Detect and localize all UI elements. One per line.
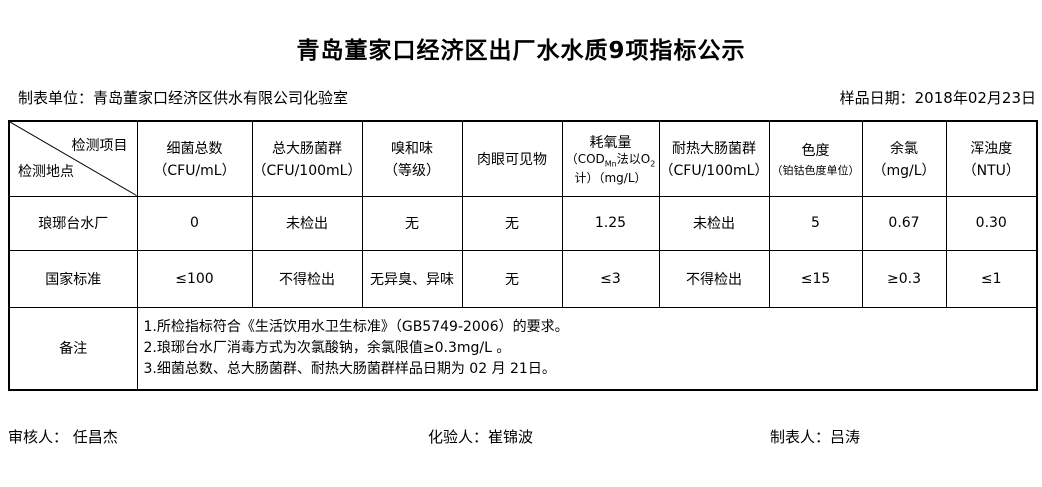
- table-row-national-standard: 国家标准 ≤100 不得检出 无异臭、异味 无 ≤3 不得检出 ≤15 ≥0.3…: [8, 249, 1038, 308]
- row-label-standard: 国家标准: [8, 249, 138, 308]
- header-visible-matter: 肉眼可见物: [461, 120, 563, 197]
- plant-odor-taste: 无: [361, 195, 463, 251]
- header-turbidity: 浑浊度 （NTU）: [945, 120, 1038, 197]
- header-residual-chlorine: 余氯 （mg/L）: [861, 120, 947, 197]
- header-bacteria-total: 细菌总数 （CFU/mL）: [136, 120, 253, 197]
- standard-bacteria-total: ≤100: [136, 249, 253, 308]
- page-title: 青岛董家口经济区出厂水水质9项指标公示: [296, 38, 746, 64]
- plant-chroma: 5: [768, 195, 863, 251]
- table-row-plant: 琅琊台水厂 0 未检出 无 无 1.25 未检出 5 0.67 0.30: [8, 195, 1038, 251]
- plant-thermotolerant-coliform: 未检出: [658, 195, 770, 251]
- note-line-2: 2.琅琊台水厂消毒方式为次氯酸钠，余氯限值≥0.3mg/L 。: [143, 339, 511, 356]
- standard-total-coliform: 不得检出: [251, 249, 363, 308]
- notes-content: 1.所检指标符合《生活饮用水卫生标准》（GB5749-2006）的要求。 2.琅…: [136, 306, 1038, 391]
- plant-turbidity: 0.30: [945, 195, 1038, 251]
- note-line-3: 3.细菌总数、总大肠菌群、耐热大肠菌群样品日期为 02 月 21日。: [143, 360, 556, 377]
- standard-odor-taste: 无异臭、异味: [361, 249, 463, 308]
- tester-label: 化验人：崔锦波: [428, 428, 534, 446]
- reviewer-label: 审核人： 任昌杰: [8, 428, 118, 446]
- issuing-org-label: 制表单位：青岛董家口经济区供水有限公司化验室: [18, 89, 349, 107]
- standard-oxygen-consumption: ≤3: [561, 249, 660, 308]
- standard-turbidity: ≤1: [945, 249, 1038, 308]
- header-chroma: 色度 （铂钴色度单位）: [768, 120, 863, 197]
- standard-visible-matter: 无: [461, 249, 563, 308]
- notes-label: 备注: [8, 306, 138, 391]
- preparer-label: 制表人：吕涛: [770, 428, 861, 446]
- note-line-1: 1.所检指标符合《生活饮用水卫生标准》（GB5749-2006）的要求。: [143, 318, 569, 335]
- corner-header-cell: 检测项目 检测地点: [8, 120, 138, 197]
- diagonal-line: [10, 122, 137, 196]
- header-row: 检测项目 检测地点 细菌总数 （CFU/mL） 总大肠菌群 （CFU/100mL…: [8, 120, 1038, 197]
- meta-row: 制表单位：青岛董家口经济区供水有限公司化验室 样品日期：2018年02月23日: [18, 87, 1036, 108]
- standard-chroma: ≤15: [768, 249, 863, 308]
- plant-oxygen-consumption: 1.25: [561, 195, 660, 251]
- sample-date-label: 样品日期：2018年02月23日: [839, 89, 1036, 107]
- plant-total-coliform: 未检出: [251, 195, 363, 251]
- header-oxygen-consumption: 耗氧量 （CODMn法以O2 计）（mg/L）: [561, 120, 660, 197]
- corner-bottom-left-label: 检测地点: [18, 163, 74, 180]
- row-label-plant: 琅琊台水厂: [8, 195, 138, 251]
- table-row-notes: 备注 1.所检指标符合《生活饮用水卫生标准》（GB5749-2006）的要求。 …: [8, 306, 1038, 391]
- standard-residual-chlorine: ≥0.3: [861, 249, 947, 308]
- plant-bacteria-total: 0: [136, 195, 253, 251]
- standard-thermotolerant-coliform: 不得检出: [658, 249, 770, 308]
- header-odor-taste: 嗅和味 （等级）: [361, 120, 463, 197]
- plant-visible-matter: 无: [461, 195, 563, 251]
- corner-top-right-label: 检测项目: [71, 138, 128, 154]
- water-quality-table: 检测项目 检测地点 细菌总数 （CFU/mL） 总大肠菌群 （CFU/100mL…: [8, 120, 1038, 391]
- header-total-coliform: 总大肠菌群 （CFU/100mL）: [251, 120, 363, 197]
- plant-residual-chlorine: 0.67: [861, 195, 947, 251]
- header-thermotolerant-coliform: 耐热大肠菌群 （CFU/100mL）: [658, 120, 770, 197]
